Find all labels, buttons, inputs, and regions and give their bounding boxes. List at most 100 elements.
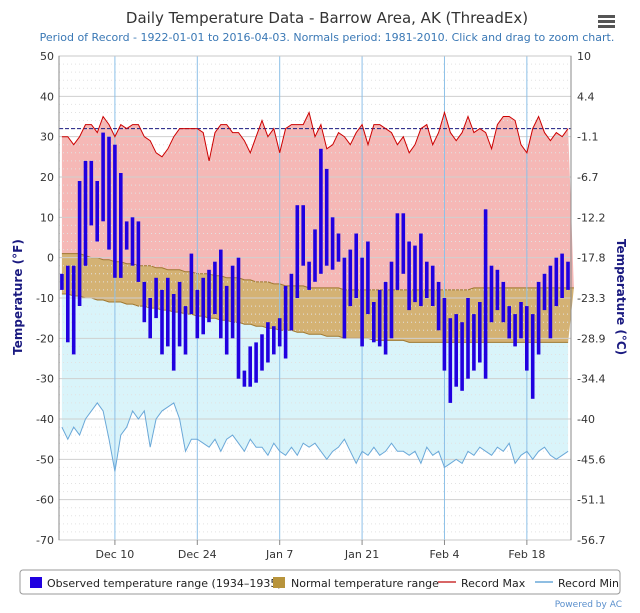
observed-bar[interactable] <box>166 277 170 347</box>
observed-bar[interactable] <box>372 302 376 343</box>
observed-bar[interactable] <box>383 281 388 355</box>
observed-bar[interactable] <box>324 168 329 266</box>
menu-button[interactable] <box>594 11 622 33</box>
observed-bar[interactable] <box>107 136 111 250</box>
observed-bar[interactable] <box>413 245 417 303</box>
observed-bar[interactable] <box>407 241 411 311</box>
observed-bar[interactable] <box>201 277 205 335</box>
observed-bar[interactable] <box>236 257 241 379</box>
observed-bar[interactable] <box>71 265 76 355</box>
legend-item-observed[interactable]: Observed temperature range (1934–1935) <box>30 577 282 590</box>
observed-bar[interactable] <box>260 334 264 371</box>
observed-bar[interactable] <box>389 261 394 339</box>
observed-bar[interactable] <box>254 342 258 383</box>
observed-bar[interactable] <box>148 298 152 339</box>
observed-bar[interactable] <box>548 265 553 339</box>
observed-bar[interactable] <box>266 322 270 363</box>
observed-bar[interactable] <box>154 277 158 319</box>
observed-bar[interactable] <box>442 298 447 371</box>
observed-bar[interactable] <box>419 233 423 307</box>
observed-bar[interactable] <box>472 314 476 371</box>
observed-bar[interactable] <box>136 221 141 282</box>
observed-bar[interactable] <box>513 314 517 347</box>
observed-bar[interactable] <box>248 346 252 387</box>
observed-bar[interactable] <box>219 249 223 339</box>
observed-bar[interactable] <box>319 148 323 274</box>
observed-bar[interactable] <box>489 265 494 323</box>
observed-bar[interactable] <box>119 173 123 278</box>
observed-bar[interactable] <box>366 241 370 315</box>
observed-bar[interactable] <box>277 318 282 347</box>
credit-link[interactable]: Powered by AC <box>555 600 622 610</box>
hamburger-menu-icon[interactable] <box>598 15 615 18</box>
observed-bar[interactable] <box>242 370 247 387</box>
observed-bar[interactable] <box>101 132 105 222</box>
observed-bar[interactable] <box>213 261 217 315</box>
observed-bar[interactable] <box>189 253 194 315</box>
observed-bar[interactable] <box>171 294 176 371</box>
observed-bar[interactable] <box>566 261 570 290</box>
observed-bar[interactable] <box>530 314 535 399</box>
observed-bar[interactable] <box>395 213 400 290</box>
observed-bar[interactable] <box>113 144 117 278</box>
record-min-line[interactable] <box>61 402 569 472</box>
observed-bar[interactable] <box>183 306 188 355</box>
observed-bar[interactable] <box>519 302 523 339</box>
observed-bar[interactable] <box>160 289 164 355</box>
observed-bar[interactable] <box>307 261 311 290</box>
observed-bar[interactable] <box>130 217 135 266</box>
y-tick-label-right: -51.1 <box>577 494 605 507</box>
observed-bar[interactable] <box>207 269 211 323</box>
observed-bar[interactable] <box>142 281 147 323</box>
observed-bar[interactable] <box>177 281 182 347</box>
observed-bar[interactable] <box>95 181 99 242</box>
observed-bar[interactable] <box>478 302 482 363</box>
observed-bar[interactable] <box>283 285 288 359</box>
observed-bar[interactable] <box>448 318 453 403</box>
observed-bar[interactable] <box>507 306 511 339</box>
legend-item-record-min[interactable]: Record Min <box>535 577 619 590</box>
observed-bar[interactable] <box>348 249 353 307</box>
observed-bar[interactable] <box>89 160 94 226</box>
observed-bar[interactable] <box>301 205 305 266</box>
record-max-line[interactable] <box>61 110 569 162</box>
observed-bar[interactable] <box>77 181 82 306</box>
observed-bar[interactable] <box>195 289 200 339</box>
observed-bar[interactable] <box>495 269 500 311</box>
observed-bar[interactable] <box>342 257 347 339</box>
observed-bar[interactable] <box>124 221 129 250</box>
observed-bar[interactable] <box>483 209 488 379</box>
observed-bar[interactable] <box>295 205 300 298</box>
observed-bar[interactable] <box>83 160 88 266</box>
observed-bar[interactable] <box>560 253 564 298</box>
observed-bar[interactable] <box>430 265 435 306</box>
observed-bar[interactable] <box>401 213 406 274</box>
observed-bar[interactable] <box>272 326 276 355</box>
observed-bar[interactable] <box>224 285 229 355</box>
observed-bar[interactable] <box>466 298 470 379</box>
observed-bar[interactable] <box>454 314 458 387</box>
observed-bar[interactable] <box>501 281 506 323</box>
observed-bar[interactable] <box>360 257 364 347</box>
legend-item-normal[interactable]: Normal temperature range <box>273 577 439 590</box>
observed-bar[interactable] <box>377 289 382 347</box>
observed-bar[interactable] <box>554 257 559 307</box>
observed-bar[interactable] <box>289 273 294 331</box>
observed-bar[interactable] <box>354 233 358 299</box>
observed-bar[interactable] <box>60 273 64 290</box>
observed-bar[interactable] <box>525 306 529 371</box>
observed-bar[interactable] <box>460 322 464 391</box>
observed-bar[interactable] <box>536 281 541 355</box>
legend-item-record-max[interactable]: Record Max <box>438 577 526 590</box>
observed-bar[interactable] <box>230 265 235 339</box>
plot-area[interactable] <box>59 55 574 541</box>
observed-bar[interactable] <box>66 265 70 343</box>
observed-bar[interactable] <box>336 233 341 262</box>
observed-bar[interactable] <box>425 261 429 298</box>
observed-bar[interactable] <box>330 217 335 270</box>
observed-bar[interactable] <box>436 281 441 331</box>
observed-bar[interactable] <box>542 273 547 311</box>
observed-bar[interactable] <box>313 229 317 282</box>
